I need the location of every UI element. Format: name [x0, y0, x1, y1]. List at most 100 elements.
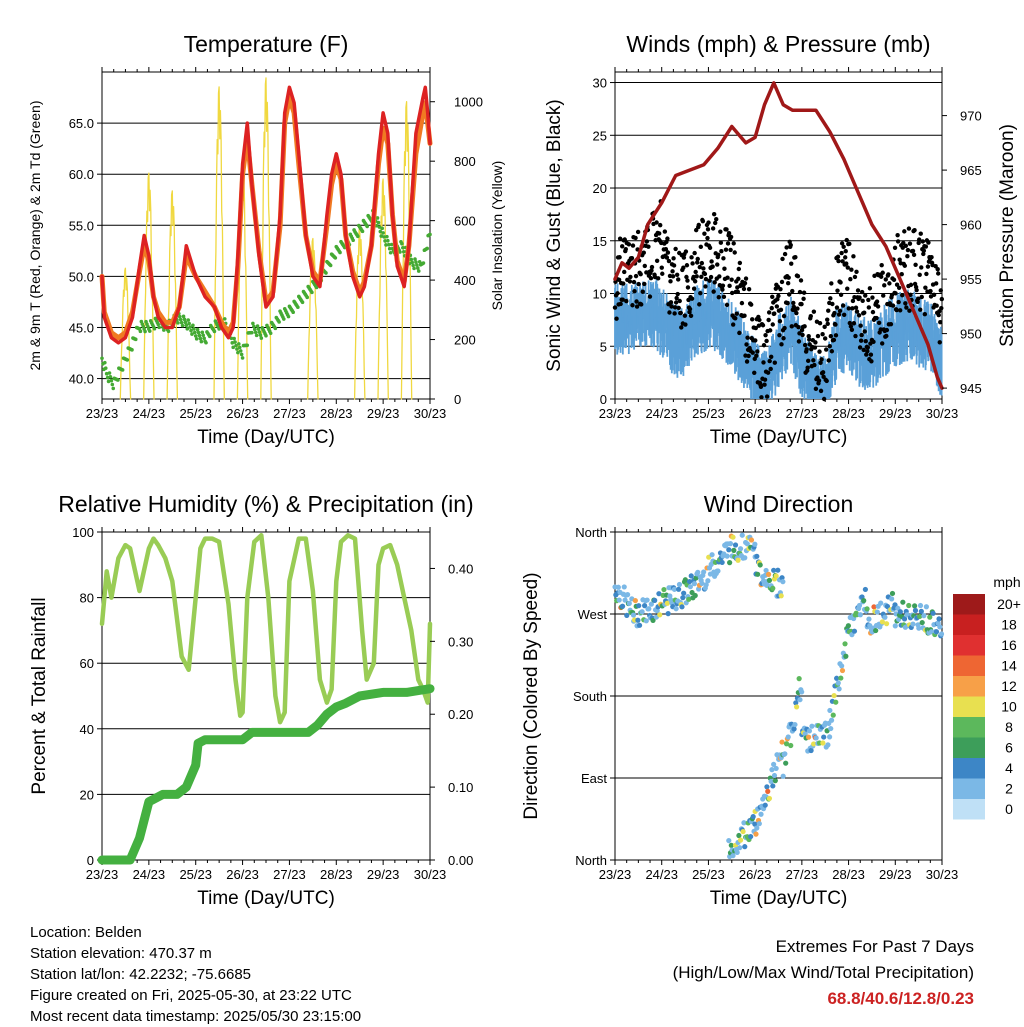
- chart-temperature: 40.0 45.0 50.0 55.0 60.0 65.0 23/23 24/23 25/23 2…: [27, 31, 505, 448]
- dewpoint-point: [180, 323, 185, 328]
- wind-gust-point: [744, 342, 749, 347]
- wind-direction-point: [919, 619, 925, 626]
- wind-direction-point: [644, 597, 650, 603]
- wind-gust-point: [852, 274, 858, 280]
- wind-gust-point: [764, 338, 769, 344]
- wind-gust-point: [699, 260, 705, 266]
- wind-gust-point: [851, 254, 856, 259]
- wind-gust-point: [921, 248, 927, 253]
- wind-gust-point: [778, 307, 784, 313]
- y-tick-label: 15: [593, 234, 607, 249]
- wind-gust-point: [715, 262, 720, 267]
- wind-direction-point: [632, 597, 638, 604]
- y-tick-label: 80: [80, 591, 94, 606]
- x-axis-label: Time (Day/UTC): [710, 888, 848, 909]
- wind-direction-point: [930, 610, 936, 616]
- wind-direction-point: [873, 627, 879, 634]
- dewpoint-point: [103, 360, 107, 365]
- wind-gust-point: [880, 341, 885, 346]
- wind-direction-point: [681, 590, 687, 596]
- wind-gust-point: [633, 235, 638, 241]
- wind-direction-point: [835, 680, 841, 686]
- wind-direction-point: [742, 844, 748, 850]
- dewpoint-point: [383, 239, 387, 243]
- wind-gust-point: [739, 300, 745, 306]
- wind-direction-point: [671, 586, 678, 592]
- dewpoint-point: [268, 331, 273, 336]
- wind-gust-point: [867, 286, 873, 291]
- wind-direction-point: [813, 735, 819, 741]
- dewpoint-point: [152, 326, 157, 331]
- wind-gust-point: [823, 347, 829, 352]
- wind-gust-point: [779, 279, 785, 285]
- wind-direction-point: [806, 728, 813, 734]
- dewpoint-point: [111, 386, 116, 391]
- wind-gust-point: [705, 235, 710, 241]
- wind-direction-point: [831, 692, 837, 699]
- dewpoint-point: [222, 317, 227, 321]
- dewpoint-point: [107, 371, 112, 375]
- wind-gust-point: [720, 283, 726, 288]
- dewpoint-point: [120, 368, 125, 372]
- wind-gust-point: [690, 261, 695, 266]
- chart-title: Wind Direction: [704, 491, 854, 517]
- x-tick-label: 29/23: [879, 406, 912, 421]
- wind-gust-point: [819, 357, 824, 362]
- dewpoint-point: [379, 234, 384, 238]
- wind-gust-point: [917, 237, 922, 242]
- wind-gust-point: [693, 269, 698, 275]
- dewpoint-point: [105, 375, 110, 380]
- dewpoint-point: [351, 238, 355, 243]
- wind-gust-point: [634, 299, 639, 304]
- legend-label: 20+: [997, 596, 1021, 612]
- wind-gust-point: [879, 262, 884, 268]
- wind-gust-point: [777, 318, 783, 324]
- wind-gust-point: [624, 298, 629, 304]
- wind-gust-point: [781, 336, 786, 341]
- wind-direction-point: [771, 761, 777, 767]
- wind-gust-point: [811, 309, 817, 314]
- wind-gust-point: [905, 247, 911, 253]
- dewpoint-point: [192, 327, 196, 331]
- dewpoint-point: [376, 220, 381, 225]
- dewpoint-point: [416, 269, 421, 273]
- wind-gust-point: [674, 272, 680, 278]
- y2-tick-label: 600: [454, 214, 476, 229]
- wind-gust-point: [811, 358, 816, 363]
- wind-gust-point: [685, 285, 691, 290]
- wind-gust-point: [891, 277, 897, 282]
- wind-direction-point: [732, 542, 739, 548]
- wind-gust-point: [760, 323, 766, 328]
- wind-gust-point: [702, 271, 708, 277]
- wind-gust-point: [767, 328, 773, 333]
- dewpoint-point: [177, 314, 182, 319]
- wind-gust-point: [800, 332, 805, 338]
- wind-gust-point: [903, 301, 908, 306]
- wind-direction-point: [626, 600, 632, 606]
- wind-direction-point: [703, 582, 709, 588]
- wind-gust-point: [855, 288, 861, 293]
- wind-gust-point: [899, 271, 904, 277]
- x-tick-label: 26/23: [226, 867, 259, 882]
- legend-label: 14: [1001, 658, 1017, 674]
- legend-label: 18: [1001, 617, 1017, 633]
- wind-direction-point: [778, 593, 784, 599]
- dewpoint-point: [257, 330, 262, 334]
- legend-swatch: [953, 717, 985, 738]
- wind-gust-point: [806, 358, 811, 364]
- x-tick-label: 27/23: [786, 406, 819, 421]
- dewpoint-point: [188, 325, 192, 329]
- wind-gust-point: [782, 251, 788, 257]
- extremes-subtitle: (High/Low/Max Wind/Total Precipitation): [672, 963, 974, 982]
- wind-gust-point: [844, 237, 849, 243]
- dewpoint-point: [181, 314, 186, 319]
- wind-direction-point: [843, 653, 849, 659]
- chart-title: Winds (mph) & Pressure (mb): [626, 31, 930, 57]
- dewpoint-point: [252, 324, 256, 329]
- wind-gust-point: [683, 249, 689, 254]
- y-tick-label: 40.0: [69, 372, 94, 387]
- dewpoint-point: [156, 322, 161, 327]
- wind-direction-point: [910, 621, 916, 627]
- dewpoint-point: [328, 263, 333, 268]
- wind-gust-point: [929, 255, 934, 260]
